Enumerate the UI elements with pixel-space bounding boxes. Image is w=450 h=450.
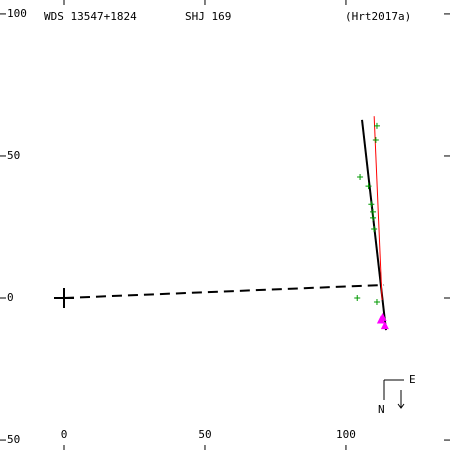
y-tick-label: 50 [7, 149, 20, 162]
observation [370, 214, 377, 221]
x-tick-label: 100 [336, 428, 356, 441]
observation [372, 137, 379, 144]
primary-star [54, 288, 75, 309]
observation [357, 173, 364, 180]
chart-title: WDS 13547+1824 [44, 10, 137, 23]
reference: (Hrt2017a) [345, 10, 411, 23]
observation [365, 183, 372, 190]
predicted-point [376, 315, 385, 324]
compass-north: N [378, 403, 385, 416]
compass: E N [378, 373, 416, 416]
x-tick-label: 50 [198, 428, 211, 441]
observation [373, 122, 380, 129]
observation [354, 295, 361, 302]
dashed-line [63, 283, 385, 300]
chart-subtitle: SHJ 169 [185, 10, 231, 23]
observation [368, 201, 375, 208]
y-tick-label: 100 [7, 7, 27, 20]
observation [371, 225, 378, 232]
y-tick-label: 0 [7, 291, 14, 304]
compass-arrow [397, 403, 405, 409]
y-tick-label: 50 [7, 433, 20, 446]
predicted-point [380, 321, 389, 330]
observation [373, 298, 380, 305]
observation [370, 208, 377, 215]
compass-east: E [409, 373, 416, 386]
orbit-line [373, 116, 383, 301]
x-tick-label: 0 [61, 428, 68, 441]
